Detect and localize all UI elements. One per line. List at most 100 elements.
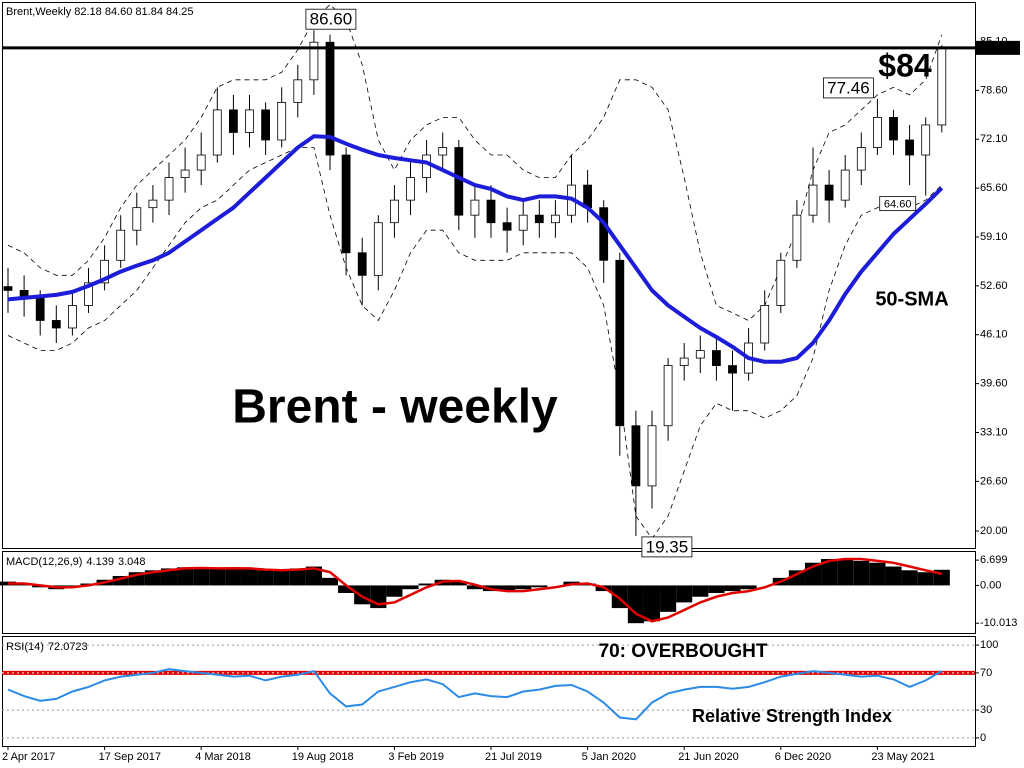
macd-bar: [821, 558, 838, 586]
main-panel: [2, 2, 976, 549]
candle-body: [164, 177, 174, 201]
y-tick-label: 70: [980, 667, 992, 679]
macd-bar: [321, 577, 339, 586]
candle-body: [180, 169, 190, 178]
macd-bar: [643, 585, 661, 622]
macd-bar: [273, 570, 290, 586]
candle-body: [261, 109, 271, 141]
candle-body: [599, 207, 609, 261]
macd-bar: [724, 585, 741, 592]
extreme-label: 64.60: [884, 199, 912, 211]
extreme-box: [879, 196, 917, 212]
macd-bar: [499, 585, 516, 592]
macd-bar: [241, 568, 258, 586]
candle-body: [84, 282, 93, 306]
y-tick-label: -10.013: [980, 617, 1017, 629]
macd-bar: [708, 585, 725, 593]
macd-bar: [209, 568, 226, 586]
panel-header: RSI(14) 72.0723: [6, 641, 88, 653]
y-tick-label: 6.699: [980, 554, 1008, 566]
y-tick-label: 52.60: [980, 280, 1008, 292]
extreme-label: 77.46: [827, 78, 870, 97]
bollinger-band: [7, 4, 943, 321]
candle-body: [3, 286, 13, 291]
price-tag: [976, 40, 1020, 55]
macd-bar: [885, 566, 902, 586]
y-tick-label: 0: [980, 732, 986, 744]
macd-bar: [869, 562, 886, 586]
candle-body: [228, 109, 238, 133]
candle-body: [212, 109, 222, 156]
panel-title: RSI(14): [6, 641, 44, 653]
macd-panel: [2, 551, 976, 634]
candle-body: [51, 320, 61, 329]
candle-body: [534, 214, 544, 224]
y-tick-label: 0.00: [980, 579, 1001, 591]
y-tick-label: 30: [980, 704, 992, 716]
extreme-box: [823, 77, 874, 99]
candle-body: [293, 79, 303, 103]
candle-body: [309, 41, 319, 81]
rsi-panel: [2, 636, 976, 747]
candle-body: [937, 47, 947, 126]
candle-body: [873, 117, 882, 148]
x-tick-label: 6 Dec 2020: [775, 751, 831, 763]
series-label: 50-SMA: [875, 288, 948, 310]
candle-body: [486, 199, 496, 224]
macd-bar: [418, 583, 435, 586]
candle-body: [470, 199, 480, 216]
rsi-annotation: Relative Strength Index: [692, 706, 892, 726]
candle-body: [518, 214, 528, 231]
y-tick-label: 26.60: [980, 475, 1008, 487]
candle-body: [679, 357, 689, 366]
panel-title: MACD(12,26,9): [6, 556, 82, 568]
macd-bar: [627, 585, 644, 624]
macd-bar: [289, 568, 306, 586]
candle-body: [551, 214, 560, 224]
extreme-box: [305, 8, 357, 30]
candle-body: [792, 214, 802, 261]
macd-bar: [660, 585, 677, 612]
x-tick-label: 23 May 2021: [871, 751, 935, 763]
extreme-label: 19.35: [646, 537, 689, 556]
macd-bar: [531, 585, 548, 588]
candle-body: [116, 229, 126, 261]
y-tick-label: 100: [980, 639, 998, 651]
candle-body: [357, 252, 367, 276]
macd-bar: [466, 585, 483, 590]
macd-bar: [305, 566, 322, 586]
macd-bar: [160, 568, 178, 586]
macd-value: 4.139: [86, 556, 114, 568]
macd-bar: [788, 570, 805, 586]
chart-title: Brent - weekly: [232, 381, 558, 434]
panel-header: MACD(12,26,9) 4.139 3.048: [6, 556, 145, 568]
signal-value: 3.048: [118, 556, 146, 568]
candle-body: [35, 297, 45, 321]
candle-body: [148, 199, 158, 209]
candle-body: [824, 184, 834, 201]
macd-bar: [917, 572, 934, 586]
candle-body: [889, 117, 898, 141]
x-tick-label: 5 Jan 2020: [582, 751, 636, 763]
macd-bar: [515, 585, 532, 590]
candle-body: [856, 147, 866, 171]
x-tick-label: 4 Mar 2018: [195, 751, 251, 763]
candle-body: [712, 350, 721, 366]
candle-body: [502, 222, 512, 231]
macd-bar: [853, 560, 870, 586]
rsi-value: 72.0723: [48, 641, 88, 653]
macd-bar: [112, 575, 129, 586]
sma-line: [7, 134, 944, 364]
x-tick-label: 3 Feb 2019: [388, 751, 444, 763]
macd-bar: [354, 585, 371, 605]
macd-bar: [837, 558, 854, 586]
candle-body: [615, 259, 625, 427]
y-tick-label: 72.10: [980, 133, 1008, 145]
candle-body: [454, 147, 464, 216]
bollinger-band: [7, 147, 943, 540]
candle-body: [373, 222, 383, 276]
candle-body: [840, 169, 850, 201]
callout: $84: [878, 47, 932, 83]
